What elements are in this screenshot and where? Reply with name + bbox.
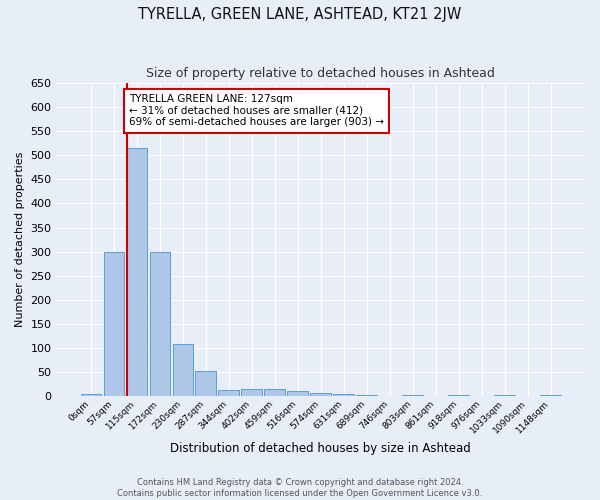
Text: Contains HM Land Registry data © Crown copyright and database right 2024.
Contai: Contains HM Land Registry data © Crown c… — [118, 478, 482, 498]
Bar — [287, 392, 308, 396]
Text: TYRELLA, GREEN LANE, ASHTEAD, KT21 2JW: TYRELLA, GREEN LANE, ASHTEAD, KT21 2JW — [139, 8, 461, 22]
Bar — [403, 394, 423, 396]
Title: Size of property relative to detached houses in Ashtead: Size of property relative to detached ho… — [146, 68, 495, 80]
Bar — [494, 394, 515, 396]
X-axis label: Distribution of detached houses by size in Ashtead: Distribution of detached houses by size … — [170, 442, 471, 455]
Bar — [104, 252, 124, 396]
Bar — [173, 344, 193, 396]
Bar — [540, 394, 561, 396]
Bar — [196, 370, 216, 396]
Bar — [310, 393, 331, 396]
Text: TYRELLA GREEN LANE: 127sqm
← 31% of detached houses are smaller (412)
69% of sem: TYRELLA GREEN LANE: 127sqm ← 31% of deta… — [129, 94, 384, 128]
Bar — [241, 389, 262, 396]
Bar — [149, 252, 170, 396]
Bar — [356, 395, 377, 396]
Bar — [80, 394, 101, 396]
Bar — [448, 395, 469, 396]
Bar — [218, 390, 239, 396]
Y-axis label: Number of detached properties: Number of detached properties — [15, 152, 25, 328]
Bar — [127, 148, 147, 396]
Bar — [334, 394, 354, 396]
Bar — [265, 389, 285, 396]
